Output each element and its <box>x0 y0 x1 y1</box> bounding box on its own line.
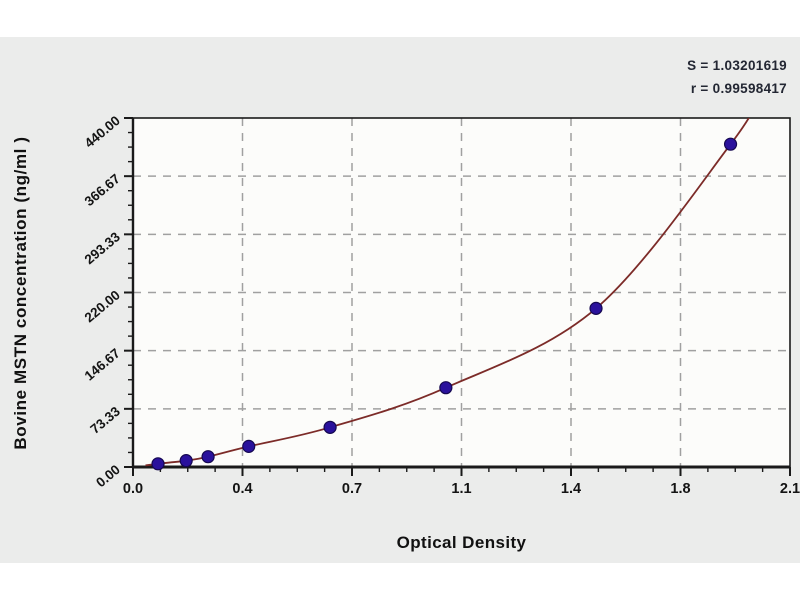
x-axis-title: Optical Density <box>396 533 527 552</box>
y-tick-label: 220.00 <box>82 287 123 325</box>
y-axis-title: Bovine MSTN concentration (ng/ml ) <box>11 136 30 450</box>
x-tick-label: 1.1 <box>451 481 471 497</box>
fit-statistics: S = 1.03201619 r = 0.99598417 <box>687 54 787 100</box>
r-value-text: r = 0.99598417 <box>690 81 787 96</box>
y-tick-label: 0.00 <box>93 462 123 490</box>
x-tick-label: 0.4 <box>232 481 252 497</box>
y-tick-label: 440.00 <box>82 113 123 151</box>
y-tick-label: 73.33 <box>87 403 123 437</box>
data-point <box>151 457 165 471</box>
standard-curve-plot: 0.0 0.4 0.7 1.1 1.4 1.8 2.1 0.00 73.33 146.67 220.… <box>82 113 800 497</box>
data-point <box>323 420 337 434</box>
data-point <box>439 381 453 395</box>
y-tick-label: 293.33 <box>82 229 124 267</box>
y-tick-label: 366.67 <box>82 171 123 209</box>
x-tick-label: 0.7 <box>342 481 362 497</box>
chart-panel: 0.0 0.4 0.7 1.1 1.4 1.8 2.1 0.00 73.33 146.67 220.… <box>0 37 800 563</box>
x-tick-label: 2.1 <box>780 481 800 497</box>
data-point <box>589 301 603 315</box>
x-tick-label: 1.8 <box>670 481 690 497</box>
data-point <box>201 450 215 464</box>
x-tick-label: 0.0 <box>123 481 143 497</box>
y-tick-label: 146.67 <box>82 345 123 383</box>
x-tick-label: 1.4 <box>561 481 581 497</box>
s-value-text: S = 1.03201619 <box>687 58 787 73</box>
data-point <box>242 439 256 453</box>
data-point <box>179 454 193 468</box>
data-point <box>723 137 738 151</box>
